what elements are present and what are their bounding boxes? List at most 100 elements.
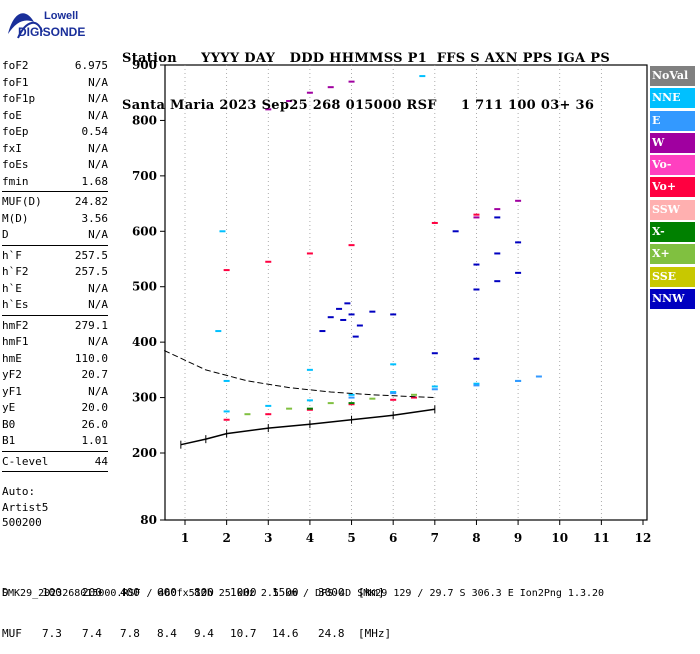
- param-label: C-level: [2, 454, 49, 468]
- param-label: hmE: [2, 351, 22, 365]
- data-point-nne: [390, 391, 397, 394]
- x-tick-label: 8: [472, 531, 480, 545]
- data-point-vo+: [348, 244, 355, 247]
- auto-label: Auto:: [2, 485, 36, 498]
- muf-cell: [km]: [358, 586, 385, 599]
- muf-cell: 200: [82, 586, 102, 599]
- data-point-e: [431, 388, 438, 391]
- y-tick-label: 300: [132, 391, 157, 405]
- muf-cell: [MHz]: [358, 626, 392, 640]
- muf-cell: 9.4: [194, 626, 214, 640]
- param-row: foF2 6.975: [2, 58, 108, 75]
- divider: [2, 450, 108, 452]
- auto-version: 500200: [2, 516, 42, 529]
- data-point-nnw: [473, 357, 480, 360]
- data-point-nne: [419, 75, 426, 78]
- param-label: fxI: [2, 141, 22, 155]
- x-tick-label: 2: [222, 531, 230, 545]
- param-label: yE: [2, 401, 16, 414]
- data-point-nnw: [319, 330, 326, 333]
- legend-item: X+: [650, 244, 695, 265]
- param-value: 44: [94, 454, 108, 468]
- muf-cell: 14.6: [272, 626, 299, 640]
- param-row: foF1 N/A: [2, 75, 108, 92]
- y-tick-label: 800: [132, 113, 157, 127]
- data-point-nne: [306, 368, 313, 371]
- data-point-nnw: [473, 263, 480, 266]
- dashed-curve: [163, 350, 435, 399]
- data-point-nne: [431, 385, 438, 388]
- param-value: 110.0: [74, 351, 108, 365]
- muf-cell: 3000: [318, 586, 345, 599]
- param-row: fxI N/A: [2, 141, 108, 158]
- x-tick-label: 6: [389, 531, 397, 545]
- param-value: 1.68: [81, 174, 109, 188]
- legend-item: X-: [650, 222, 695, 243]
- muf-cell: 24.8: [318, 626, 345, 640]
- parameter-group-3: h`F 257.5 h`F2 257.5 h`E N/A h`Es N/A: [2, 248, 108, 314]
- data-point-nnw: [473, 288, 480, 291]
- param-value: 20.7: [81, 368, 109, 381]
- footer-info: SMK29_2023268015000.RSF / 460fx512h 25 k…: [2, 588, 605, 599]
- param-row: M(D) 3.56: [2, 211, 108, 228]
- muf-cell: 8.4: [157, 626, 177, 640]
- muf-distance-row: D 100 200 400 600 800 1000 1500 3000 [km]: [2, 586, 385, 600]
- parameter-group-4: hmF2 279.1 hmF1 N/A hmE 110.0 yF2 20.7 yF1 N/A yE 2…: [2, 318, 108, 450]
- param-label: foE: [2, 108, 22, 122]
- param-row: fmin 1.68: [2, 174, 108, 191]
- x-tick-label: 4: [306, 531, 314, 545]
- param-value: 20.0: [81, 401, 109, 414]
- data-point-vo+: [265, 260, 272, 263]
- grid-lines: [184, 65, 602, 520]
- legend: NoVal NNE E W Vo- Vo+ SSW X- X+ SSE NNW: [650, 66, 695, 311]
- data-point-nne: [223, 410, 230, 413]
- muf-cell: 7.4: [82, 626, 102, 640]
- data-points: [215, 75, 542, 421]
- param-row: foF1p N/A: [2, 91, 108, 108]
- legend-item: Vo+: [650, 177, 695, 198]
- param-row: hmF1 N/A: [2, 334, 108, 351]
- x-tick-label: 3: [264, 531, 272, 545]
- data-point-e: [473, 384, 480, 387]
- param-value: N/A: [88, 75, 108, 89]
- param-row: hmF2 279.1: [2, 318, 108, 335]
- divider: [2, 471, 108, 472]
- param-value: N/A: [88, 108, 108, 122]
- param-label: foEs: [2, 158, 29, 171]
- param-label: foF2: [2, 59, 29, 72]
- x-tick-label: 10: [551, 531, 568, 545]
- muf-cell: 100: [42, 586, 62, 599]
- y-tick-label: 900: [132, 58, 157, 72]
- data-point-w: [494, 208, 501, 211]
- param-row: h`F2 257.5: [2, 264, 108, 281]
- muf-cell: 7.8: [120, 626, 140, 640]
- param-row: B1 1.01: [2, 433, 108, 450]
- y-tick-label: 500: [132, 280, 157, 294]
- data-point-vo+: [223, 418, 230, 421]
- data-point-nnw: [452, 230, 459, 233]
- param-row: h`F 257.5: [2, 248, 108, 265]
- data-point-nnw: [515, 271, 522, 274]
- data-point-x-: [348, 402, 355, 405]
- muf-cell: 600: [157, 586, 177, 599]
- param-label: D: [2, 228, 9, 241]
- legend-item: NNW: [650, 288, 695, 309]
- data-point-vo+: [306, 408, 313, 411]
- param-value: 0.54: [81, 125, 109, 138]
- y-axis: 80 200 300 400 500 600 700 800 900: [132, 58, 165, 527]
- param-row: foEp 0.54: [2, 124, 108, 141]
- header-line-1: Station YYYY DAY DDD HHMMSS P1 FFS S AXN…: [122, 51, 611, 66]
- logo-bottom-text: DIGISONDE: [18, 25, 85, 39]
- param-label: M(D): [2, 211, 29, 225]
- data-point-w: [473, 216, 480, 219]
- data-point-w: [286, 100, 293, 103]
- param-value: N/A: [88, 298, 108, 311]
- muf-frequency-row: MUF 7.3 7.4 7.8 8.4 9.4 10.7 14.6 24.8 [MHz]: [2, 627, 391, 641]
- data-point-nne: [219, 230, 226, 233]
- data-point-x+: [244, 413, 251, 416]
- muf-cell: 10.7: [230, 626, 257, 640]
- parameter-group-5: C-level 44: [2, 454, 108, 471]
- muf-row-label: D: [2, 586, 9, 599]
- param-value: N/A: [88, 158, 108, 171]
- data-point-e: [390, 392, 397, 395]
